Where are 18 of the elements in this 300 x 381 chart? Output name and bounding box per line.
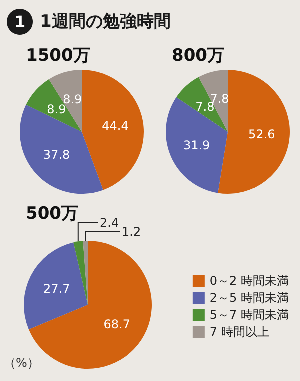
- legend-label: 0～2 時間未満: [210, 274, 290, 288]
- chart-subtitle: 500万: [26, 204, 78, 224]
- text: 1: [14, 12, 26, 32]
- data-label: 44.4: [102, 119, 129, 134]
- data-label: 2.4: [100, 216, 120, 230]
- data-label: 27.7: [44, 282, 70, 296]
- data-label: 31.9: [183, 138, 210, 153]
- data-label: 52.6: [248, 128, 276, 142]
- data-label: 37.8: [43, 148, 70, 162]
- chart-subtitle: 800万: [172, 46, 224, 66]
- data-label: 68.7: [104, 317, 130, 332]
- legend-label: 5～7 時間未満: [210, 308, 290, 322]
- legend-label: 2～5 時間未満: [210, 291, 290, 305]
- text: （%）: [4, 356, 40, 370]
- chart-title: 1週間の勉強時間: [40, 12, 171, 32]
- data-label: 1.2: [122, 225, 142, 239]
- legend-label: 7 時間以上: [210, 325, 270, 339]
- chart-subtitle: 1500万: [26, 46, 90, 66]
